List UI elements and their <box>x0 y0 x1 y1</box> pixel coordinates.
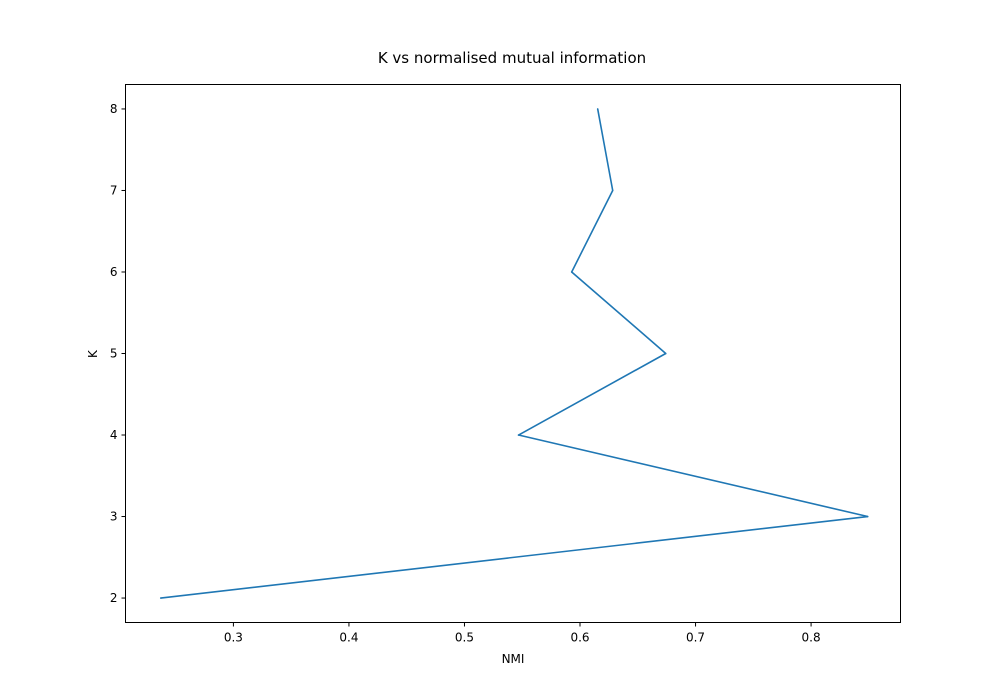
x-tick-label: 0.3 <box>224 631 243 645</box>
series-line <box>160 108 869 599</box>
data-point <box>159 597 162 599</box>
plot-area <box>125 84 901 623</box>
x-tick-label: 0.8 <box>802 631 821 645</box>
x-tick-label: 0.5 <box>455 631 474 645</box>
x-tick-label: 0.6 <box>570 631 589 645</box>
x-axis-label: NMI <box>502 652 525 666</box>
data-point <box>596 108 599 110</box>
x-axis-ticks: 0.3 0.4 0.5 0.6 0.7 0.8 <box>224 622 821 645</box>
y-tick-label: 2 <box>110 591 118 605</box>
x-tick-label: 0.4 <box>339 631 358 645</box>
y-tick-label: 4 <box>110 428 118 442</box>
y-tick-label: 5 <box>110 347 118 361</box>
data-point <box>866 515 869 518</box>
data-point <box>570 271 573 273</box>
plot-frame <box>125 84 901 623</box>
y-tick-label: 3 <box>110 510 118 524</box>
y-axis-label: K <box>86 349 100 358</box>
data-point <box>517 434 520 436</box>
y-tick-label: 7 <box>110 183 118 197</box>
y-tick-label: 8 <box>110 102 118 116</box>
y-tick-label: 6 <box>110 265 118 279</box>
data-point <box>664 352 667 355</box>
y-axis-ticks: 2 3 4 5 6 7 8 <box>110 102 126 605</box>
chart-title: K vs normalised mutual information <box>378 49 646 67</box>
series-layer <box>159 108 869 599</box>
data-point <box>611 189 614 192</box>
x-tick-label: 0.7 <box>686 631 705 645</box>
